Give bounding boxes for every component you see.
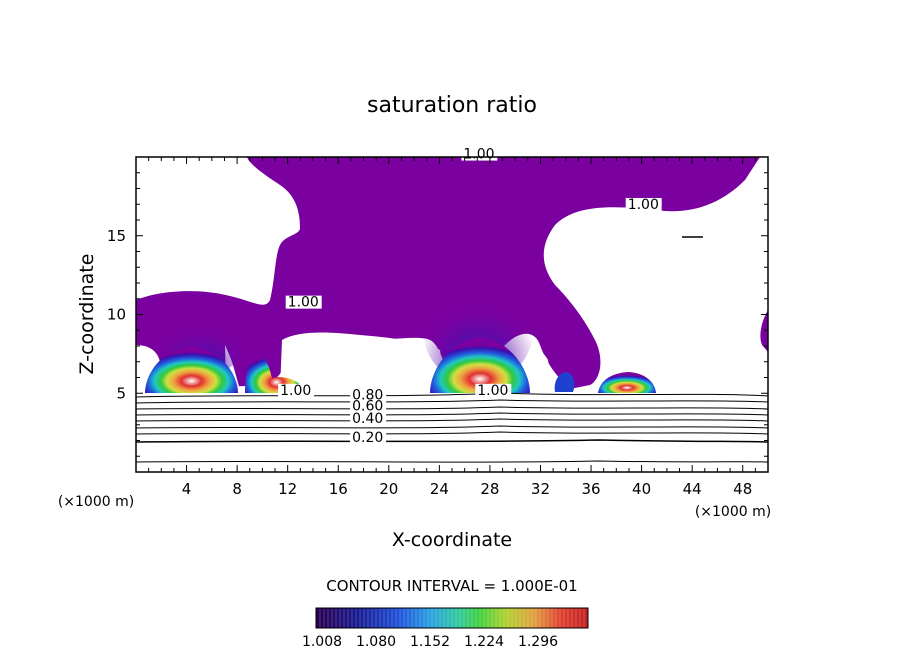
x-tick-label: 44 xyxy=(683,480,702,498)
x-tick-label: 32 xyxy=(531,480,550,498)
chart-title: saturation ratio xyxy=(367,93,537,118)
cloud-cell-1 xyxy=(145,345,238,393)
colorbar xyxy=(315,607,589,629)
x-tick-label: 48 xyxy=(733,480,752,498)
plot-field xyxy=(136,157,768,463)
contour-label-bg xyxy=(278,383,315,397)
contour-label-bg xyxy=(350,412,387,426)
x-tick-label: 16 xyxy=(329,480,348,498)
contour-label: 1.00 xyxy=(477,383,508,399)
x-tick-label: 40 xyxy=(632,480,651,498)
y-tick-label: 5 xyxy=(116,384,126,402)
supersaturated-region xyxy=(136,157,760,390)
colorbar-tick-label: 1.224 xyxy=(464,634,504,650)
contour-label: 0.80 xyxy=(352,388,383,404)
x-tick-labels: 4 8 12 16 20 24 28 32 36 40 44 48 xyxy=(182,480,752,498)
axis-ticks xyxy=(136,157,768,472)
contour-labels: 1.00 1.00 1.00 1.00 1.00 0.800.600.40 0.20 xyxy=(278,147,662,446)
contour-label-bg xyxy=(285,295,322,309)
x-tick-label: 4 xyxy=(182,480,192,498)
x-axis-label: X-coordinate xyxy=(392,529,512,551)
cloud-cell-3 xyxy=(430,337,530,393)
y-axis-label: Z-coordinate xyxy=(76,254,98,375)
contour-label: 1.00 xyxy=(288,295,319,311)
x-tick-label: 12 xyxy=(278,480,297,498)
y-tick-labels: 5 10 15 xyxy=(107,227,126,403)
colorbar-tick-label: 1.296 xyxy=(518,634,558,650)
x-tick-label: 28 xyxy=(480,480,499,498)
y-tick-label: 15 xyxy=(107,227,126,245)
contour-label-bg xyxy=(475,383,512,397)
cloud-cell-4 xyxy=(554,372,575,392)
contour-label: 1.00 xyxy=(463,147,494,163)
x-tick-label: 20 xyxy=(379,480,398,498)
x-tick-label: 24 xyxy=(430,480,449,498)
cloud-cell-5 xyxy=(598,372,656,393)
x-unit-right: (×1000 m) xyxy=(695,504,771,520)
x-tick-label: 8 xyxy=(232,480,242,498)
subsaturated-pocket-2 xyxy=(280,332,445,390)
colorbar-tick-label: 1.080 xyxy=(356,634,396,650)
supersaturated-edge-right xyxy=(760,310,768,352)
colorbar-stripes xyxy=(319,609,585,627)
colorbar-labels: 1.008 1.080 1.152 1.224 1.296 xyxy=(302,634,558,650)
contour-label-bg xyxy=(625,197,662,211)
contour-label-bg xyxy=(350,399,387,413)
cloud-cell-2 xyxy=(245,350,308,393)
contour-label: 0.40 xyxy=(352,411,383,427)
lower-contours xyxy=(136,392,768,463)
y-tick-label: 10 xyxy=(107,306,126,324)
colorbar-tick-label: 1.008 xyxy=(302,634,342,650)
contour-label: 0.60 xyxy=(352,399,383,415)
colorbar-tick-label: 1.152 xyxy=(410,634,450,650)
contour-label: 1.00 xyxy=(280,383,311,399)
contour-label: 1.00 xyxy=(628,197,659,213)
contour-interval-label: CONTOUR INTERVAL = 1.000E-01 xyxy=(326,577,577,595)
x-tick-label: 36 xyxy=(581,480,600,498)
x-unit-left: (×1000 m) xyxy=(58,494,134,510)
contour-label: 0.20 xyxy=(352,430,383,446)
contour-label-bg xyxy=(350,431,387,445)
contour-label-bg xyxy=(350,388,387,402)
